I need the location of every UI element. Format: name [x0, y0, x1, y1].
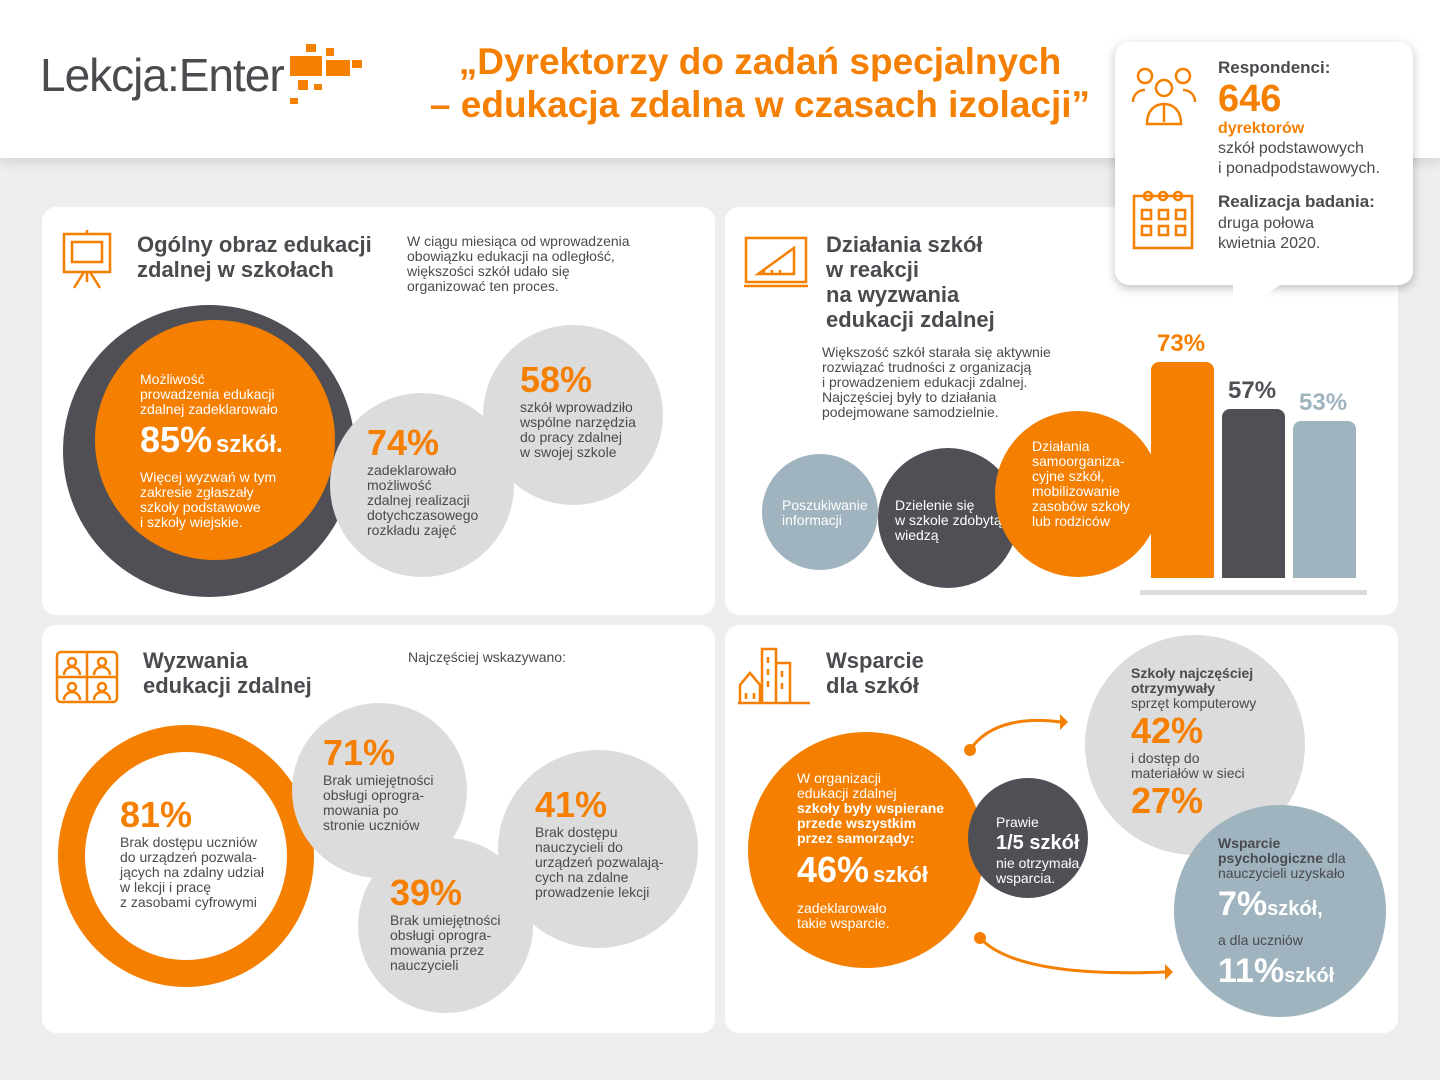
- stat-71: 71% Brak umiejętności obsługi oprogra-mowa…: [323, 732, 434, 833]
- label-self-organization: Działania samoorganiza-cyjne szkół, mobili…: [1032, 438, 1131, 529]
- panel2-title: Działania szkół w reakcji na wyzwania eduka…: [826, 232, 995, 332]
- presentation-board-icon: [62, 230, 112, 289]
- bar-label: 57%: [1228, 377, 1277, 405]
- circle-search-info: [762, 454, 878, 570]
- chart-baseline: [1140, 590, 1367, 595]
- bar-73: [1151, 362, 1214, 578]
- circle-self-organization: [995, 411, 1161, 577]
- circle-psychological: [1174, 805, 1386, 1017]
- stat-no-support: Prawie 1/5 szkół nie otrzymała wsparcia.: [996, 814, 1080, 886]
- respondents-desc: szkół podstawowych i ponadpodstawowych.: [1218, 140, 1380, 177]
- laptop-ruler-icon: [744, 236, 808, 288]
- stat-58: 58% szkół wprowadziło wspólne narzędzia do …: [520, 359, 636, 460]
- page-title: „Dyrektorzy do zadań specjalnych – edukac…: [429, 41, 1091, 125]
- circle-85: [95, 320, 335, 560]
- panel1-intro: W ciągu miesiąca od wprowadzenia obowiązk…: [407, 233, 630, 294]
- logo-squares-icon: [289, 44, 362, 104]
- panel3-intro: Najczęściej wskazywano:: [408, 649, 566, 665]
- bar-53: [1293, 421, 1356, 578]
- circle-58: [483, 325, 663, 505]
- circle-no-support: [968, 778, 1088, 898]
- label-knowledge-sharing: Dzielenie się w szkole zdobytą wiedzą: [895, 497, 1002, 543]
- arrow-down-icon: [978, 936, 1166, 975]
- stat-39: 39% Brak umiejętności obsługi oprogra-mowa…: [390, 872, 501, 973]
- label-search-info: Poszukiwanie informacji: [782, 497, 868, 528]
- panel4-title: Wsparcie dla szkół: [826, 648, 924, 698]
- people-icon: [1131, 67, 1197, 126]
- stat-psychological: Wsparcie psychologiczne dla nauczycieli uz…: [1218, 835, 1346, 991]
- stat-41: 41% Brak dostępu nauczycieli do urządzeń po…: [535, 784, 664, 900]
- period-value: druga połowa kwietnia 2020.: [1218, 215, 1321, 252]
- period-label: Realizacja badania:: [1218, 192, 1375, 211]
- bar-57: [1222, 409, 1285, 578]
- buildings-icon: [738, 647, 810, 705]
- calendar-icon: [1132, 190, 1194, 250]
- respondents-count: 646: [1218, 78, 1282, 120]
- bar-label: 53%: [1299, 389, 1348, 417]
- panel1-title: Ogólny obraz edukacji zdalnej w szkołach: [137, 232, 372, 282]
- respondents-callout: Respondenci: 646 dyrektorów szkół podsta…: [1115, 42, 1413, 317]
- respondents-label: Respondenci:: [1218, 58, 1331, 77]
- bar-label: 73%: [1157, 330, 1206, 357]
- arrow-up-icon: [968, 719, 1061, 751]
- circle-39: [358, 838, 533, 1013]
- stat-equipment: Szkoły najczęściej otrzymywały sprzęt kom…: [1131, 665, 1257, 821]
- stat-74: 74% zadeklarowało możliwość zdalnej realiza…: [367, 422, 479, 538]
- stat-85: Możliwość prowadzenia edukacji zdalnej zad…: [140, 371, 283, 530]
- bar-chart: 73% 57% 53%: [1140, 300, 1367, 578]
- panel2-intro: Większość szkół starała się aktywnie rozw…: [822, 344, 1051, 420]
- stat-46: W organizacji edukacji zdalnej szkoły był…: [797, 770, 945, 931]
- logo: Lekcja: Enter: [40, 40, 364, 110]
- video-conference-icon: [55, 650, 119, 704]
- arrows: [964, 714, 1173, 980]
- respondents-unit: dyrektorów: [1218, 120, 1305, 137]
- circle-46: [748, 732, 984, 968]
- stat-81: 81% Brak dostępu uczniów do urządzeń pozwa…: [120, 794, 264, 910]
- panel3-title: Wyzwania edukacji zdalnej: [143, 648, 312, 698]
- circle-knowledge-sharing: [878, 448, 1018, 588]
